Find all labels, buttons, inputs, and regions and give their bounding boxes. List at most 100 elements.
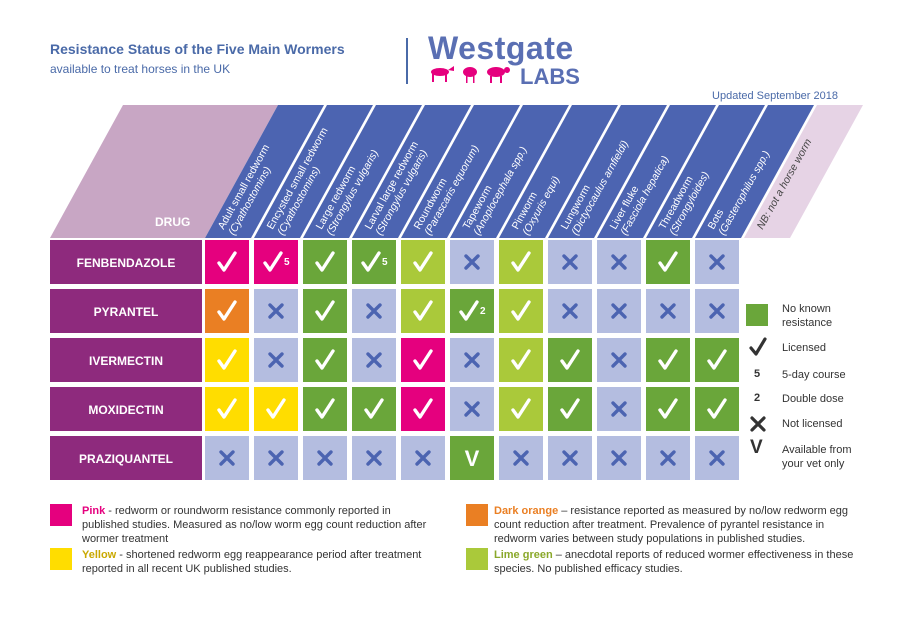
- legend-not-licensed: Not licensed: [782, 418, 843, 430]
- check-icon: [511, 398, 531, 419]
- cell-fill: [499, 289, 543, 333]
- check-icon: [315, 251, 335, 272]
- cross-icon: [464, 254, 480, 270]
- cell-fill: [499, 240, 543, 284]
- legend-swatch-green: [746, 304, 768, 326]
- cross-icon: [709, 254, 725, 270]
- cross-icon: [611, 450, 627, 466]
- legend-no-resistance-line2: resistance: [782, 317, 833, 329]
- page-title: Resistance Status of the Five Main Worme…: [50, 41, 345, 57]
- check-icon: [364, 398, 384, 419]
- cell-fill: [695, 387, 739, 431]
- table-cell: [254, 436, 298, 480]
- cell-fill: [646, 338, 690, 382]
- table-cell: [401, 338, 445, 382]
- table-cell: [254, 289, 298, 333]
- cell-fill: [254, 387, 298, 431]
- table-cell: [401, 387, 445, 431]
- column-header-7: [499, 105, 618, 238]
- note-lime: Lime green – anecdotal reports of reduce…: [494, 548, 854, 576]
- table-cell: [695, 289, 739, 333]
- check-icon: [217, 300, 237, 321]
- page-subtitle: available to treat horses in the UK: [50, 62, 231, 76]
- column-header-10: [646, 105, 765, 238]
- table-cell: [303, 338, 347, 382]
- check-icon: [263, 251, 283, 272]
- table-cell: [597, 240, 641, 284]
- cell-fill: [401, 338, 445, 382]
- check-icon: [749, 337, 767, 356]
- cell-fill: [205, 240, 249, 284]
- note-pink-text: - redworm or roundworm resistance common…: [82, 505, 427, 545]
- drug-row-label-cell: [50, 387, 202, 431]
- legend-vet-line2: your vet only: [782, 458, 845, 470]
- cross-icon: [317, 450, 333, 466]
- drug-name: FENBENDAZOLE: [77, 256, 176, 270]
- cell-fill: [205, 338, 249, 382]
- cell-fill: [401, 240, 445, 284]
- cell-fill: [450, 436, 494, 480]
- legend-five-day: 5-day course: [782, 369, 846, 381]
- legend-double-dose: Double dose: [782, 393, 844, 405]
- drug-row-label-cell: [50, 338, 202, 382]
- table-cell: [352, 436, 396, 480]
- updated-date: Updated September 2018: [712, 90, 838, 102]
- legend-two-symbol: 2: [754, 392, 761, 404]
- table-cell: [548, 240, 592, 284]
- header-divider: [406, 38, 408, 84]
- note-orange-title: Dark orange: [494, 505, 559, 517]
- table-cell: [205, 289, 249, 333]
- note-lime-text: – anecdotal reports of reduced wormer ef…: [494, 549, 854, 575]
- check-icon: [560, 398, 580, 419]
- drug-header-label: DRUG: [155, 215, 190, 229]
- drug-header-cell: [50, 105, 278, 238]
- check-icon: [511, 349, 531, 370]
- check-icon: [413, 300, 433, 321]
- table-cell: [695, 436, 739, 480]
- column-header-6: [450, 105, 569, 238]
- cross-icon: [219, 450, 235, 466]
- column-header-5: [401, 105, 520, 238]
- legend-vet-line1: Available from: [782, 444, 852, 456]
- table-cell: [646, 436, 690, 480]
- table-cell: [499, 289, 543, 333]
- check-icon: [217, 398, 237, 419]
- cell-fill: [548, 338, 592, 382]
- table-cell: [303, 387, 347, 431]
- logo-labs: LABS: [520, 64, 580, 89]
- table-cell: [254, 338, 298, 382]
- table-cell: [205, 436, 249, 480]
- note-swatch-lime: [466, 548, 488, 570]
- drug-row-label-cell: [50, 240, 202, 284]
- cell-footnote: 2: [480, 306, 486, 317]
- check-icon: [413, 398, 433, 419]
- table-cell: [205, 387, 249, 431]
- cell-fill: [401, 289, 445, 333]
- drug-name: PRAZIQUANTEL: [79, 452, 173, 466]
- cross-icon: [366, 352, 382, 368]
- cross-icon: [611, 303, 627, 319]
- legend-vet: Available from your vet only: [782, 443, 852, 471]
- cross-icon: [562, 450, 578, 466]
- column-header-2: [254, 105, 373, 238]
- cross-icon: [750, 416, 766, 432]
- column-header-12: [744, 105, 863, 238]
- cross-icon: [268, 352, 284, 368]
- vet-only-icon: V: [465, 446, 480, 471]
- cross-icon: [562, 303, 578, 319]
- cell-fill: [695, 338, 739, 382]
- cell-fill: [303, 387, 347, 431]
- note-pink: Pink - redworm or roundworm resistance c…: [82, 504, 432, 546]
- column-header-8: [548, 105, 667, 238]
- table-cell: [303, 240, 347, 284]
- drug-name: IVERMECTIN: [89, 354, 163, 368]
- cross-icon: [366, 303, 382, 319]
- check-icon: [459, 300, 479, 321]
- column-header-1: [205, 105, 324, 238]
- check-icon: [361, 251, 381, 272]
- table-cell: [548, 387, 592, 431]
- table-cell: [646, 289, 690, 333]
- table-cell: [401, 289, 445, 333]
- cross-icon: [464, 401, 480, 417]
